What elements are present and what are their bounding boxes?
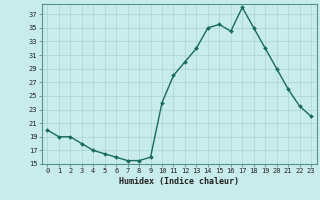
X-axis label: Humidex (Indice chaleur): Humidex (Indice chaleur) (119, 177, 239, 186)
